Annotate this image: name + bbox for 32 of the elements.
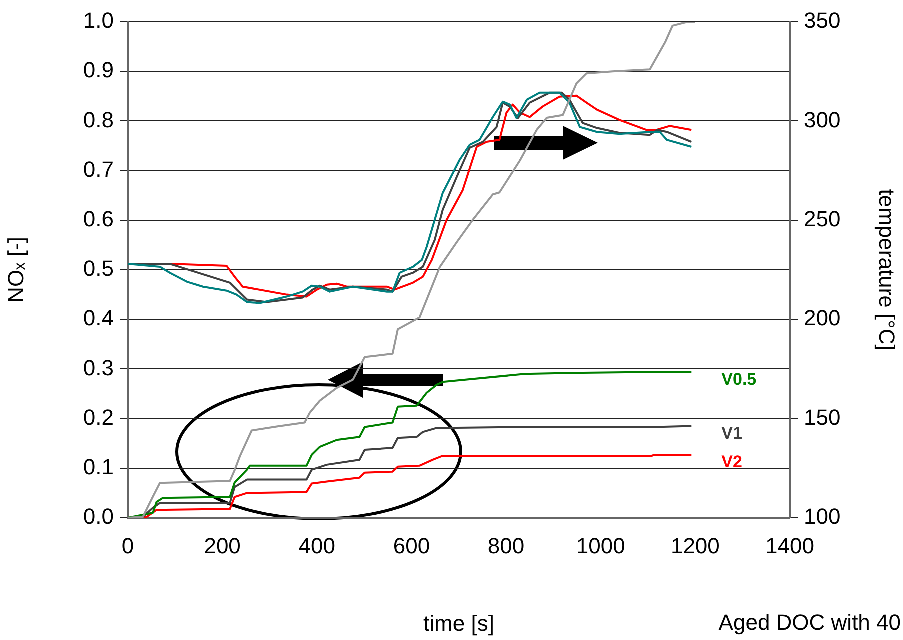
- series-label: V2: [722, 452, 742, 472]
- y2-tick-label: 150: [804, 404, 841, 430]
- x-tick-label: 200: [204, 533, 241, 558]
- y-tick-label: 0.7: [83, 156, 114, 182]
- y-tick-label: 0.8: [83, 107, 114, 132]
- y2-tick-label: 200: [804, 306, 841, 331]
- x-tick-label: 600: [393, 533, 430, 558]
- x-tick-label: 400: [298, 533, 336, 558]
- x-tick-label: 1400: [766, 533, 814, 558]
- x-axis-title: time [s]: [424, 610, 494, 636]
- x-tick-label: 0: [122, 533, 134, 558]
- x-tick-label: 1200: [670, 533, 720, 558]
- y-tick-label: 1.0: [83, 8, 114, 34]
- y-tick-label: 0.1: [83, 454, 114, 480]
- y-tick-label: 0.4: [83, 306, 114, 331]
- y-tick-label: 0.3: [83, 355, 114, 380]
- y2-tick-label: 350: [804, 8, 841, 34]
- y2-axis-title: temperature [°C]: [874, 189, 900, 351]
- y-tick-label: 0.6: [83, 206, 114, 232]
- y-axis-title: NOₓ [-]: [3, 237, 28, 303]
- y-tick-label: 0.2: [83, 404, 114, 430]
- series-label: V1: [722, 424, 742, 443]
- x-tick-label: 800: [488, 533, 525, 558]
- y2-tick-label: 300: [804, 107, 841, 132]
- y-tick-label: 0.9: [83, 58, 114, 83]
- y2-tick-label: 250: [804, 206, 841, 232]
- y2-tick-label: 100: [804, 504, 841, 530]
- series-label: V0.5: [722, 370, 757, 389]
- y-tick-label: 0.5: [83, 256, 114, 282]
- y-tick-label: 0.0: [83, 504, 114, 530]
- text: Aged DOC with 40: [718, 610, 901, 636]
- x-tick-label: 1000: [576, 533, 626, 558]
